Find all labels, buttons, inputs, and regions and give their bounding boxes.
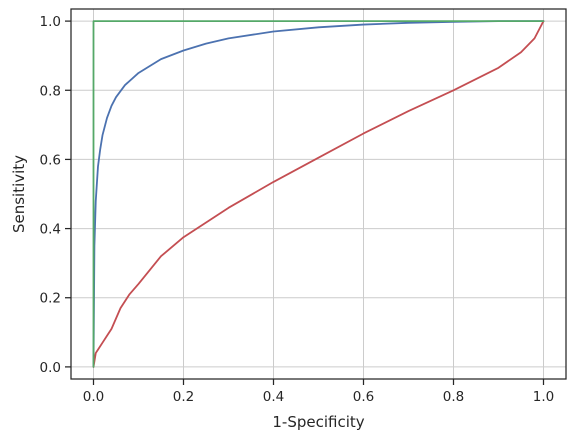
x-tick-label: 0.8: [443, 389, 464, 405]
series-group: [92, 20, 545, 368]
y-tick-label: 0.8: [40, 83, 61, 99]
plot-frame: [70, 8, 567, 380]
x-axis-label: 1-Specificity: [272, 413, 364, 431]
x-tick-label: 0.0: [83, 389, 104, 405]
y-tick-label: 0.6: [40, 152, 61, 168]
roc-curve-blue: [92, 20, 545, 368]
roc-curve-red: [92, 20, 545, 368]
x-tick-label: 0.6: [353, 389, 374, 405]
x-tick-label: 0.2: [173, 389, 194, 405]
x-tick-label: 1.0: [533, 389, 554, 405]
roc-curve-green: [92, 20, 545, 368]
y-tick-label: 0.0: [40, 360, 61, 376]
y-axis-label: Sensitivity: [10, 155, 28, 233]
x-tick-label: 0.4: [263, 389, 284, 405]
y-tick-label: 0.4: [40, 222, 61, 238]
y-tick-label: 0.2: [40, 291, 61, 307]
ticks: 0.0 0.2 0.4 0.6 0.8 1.0 0.0 0.2 0.4 0.6 0.8 1.0: [40, 14, 555, 405]
y-tick-label: 1.0: [40, 14, 61, 30]
